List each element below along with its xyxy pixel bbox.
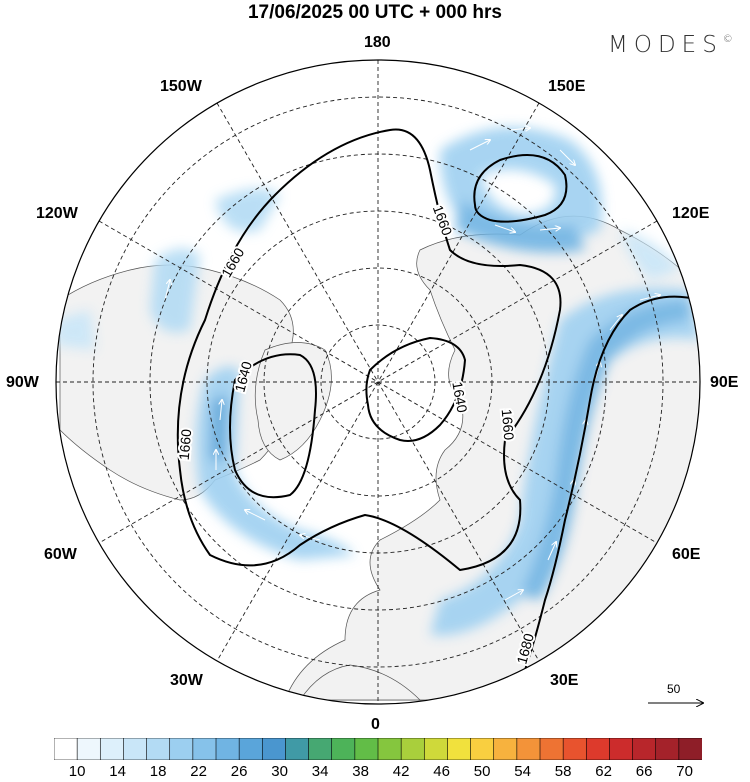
- lon-label-120w: 120W: [36, 205, 78, 222]
- colorbar-swatch: [562, 738, 587, 760]
- colorbar-swatch: [123, 738, 148, 760]
- colorbar-tick-label: 14: [109, 763, 126, 780]
- colorbar-swatch: [447, 738, 472, 760]
- colorbar-swatch: [99, 738, 125, 760]
- colorbar-tick-label: 54: [514, 763, 531, 780]
- colorbar-tick-labels: 10 14 18 22 26 30 34 38 42 46 50 54 58 62 66 70: [0, 763, 750, 781]
- contour-1660-pacific: [473, 154, 568, 223]
- colorbar-swatch: [331, 738, 356, 760]
- colorbar-swatch: [169, 738, 194, 760]
- colorbar-swatch: [516, 738, 541, 760]
- brand-name: MODES: [608, 32, 723, 58]
- colorbar-swatch: [377, 738, 402, 760]
- lon-label-30w: 30W: [170, 672, 203, 689]
- lon-label-90w: 90W: [6, 374, 39, 391]
- colorbar-swatch: [470, 738, 495, 760]
- colorbar-tick-label: 34: [311, 763, 329, 780]
- lon-label-180: 180: [364, 34, 391, 51]
- colorbar-swatch: [539, 738, 564, 760]
- lon-label-90e: 90E: [710, 374, 739, 391]
- wind-speed-shading: [56, 127, 700, 636]
- reference-vector-label: 50: [667, 682, 681, 696]
- contour-1660: [176, 128, 562, 572]
- colorbar-tick-label: 38: [352, 763, 369, 780]
- colorbar-tick-label: 62: [595, 763, 612, 780]
- colorbar-swatch: [632, 738, 657, 760]
- lon-label-60e: 60E: [672, 546, 701, 563]
- colorbar-swatch: [609, 738, 634, 760]
- map-title: 17/06/2025 00 UTC + 000 hrs: [247, 2, 503, 23]
- contour-1640-east: [365, 336, 467, 442]
- colorbar-tick-label: 50: [473, 763, 491, 780]
- colorbar-tick-label: 66: [635, 763, 653, 780]
- colorbar-swatch: [238, 738, 263, 760]
- colorbar-swatch: [146, 738, 171, 760]
- colorbar-swatch: [192, 738, 217, 760]
- contour-1680: [524, 295, 700, 671]
- lon-label-120e: 120E: [672, 205, 710, 222]
- colorbar-swatch: [261, 738, 287, 760]
- contour-1640-west: [229, 353, 317, 499]
- brand-mark: ©: [722, 34, 733, 45]
- contour-label: 1660: [499, 408, 518, 441]
- colorbar-swatch: [354, 738, 379, 760]
- colorbar-tick-label: 26: [230, 763, 248, 780]
- colorbar-swatch: [400, 738, 425, 760]
- colorbar-tick-label: 70: [676, 763, 693, 780]
- colorbar-swatch: [54, 738, 78, 760]
- colorbar-tick-label: 10: [68, 763, 86, 780]
- contour-label: 1660: [176, 428, 195, 461]
- colorbar-swatch: [76, 738, 101, 760]
- colorbar-swatch: [308, 738, 333, 760]
- colorbar-tick-label: 22: [190, 763, 207, 780]
- colorbar-swatch: [585, 738, 611, 760]
- colorbar-swatch: [215, 738, 240, 760]
- map-boundary: [55, 59, 701, 705]
- colorbar-tick-label: 46: [433, 763, 450, 780]
- colorbar-swatch: [493, 738, 518, 760]
- graticule: [56, 60, 700, 704]
- lon-label-30e: 30E: [550, 672, 579, 689]
- modes-logo: MODES©: [608, 32, 733, 58]
- height-contours: [176, 128, 700, 671]
- colorbar-swatch: [423, 738, 449, 760]
- colorbar-tick-label: 18: [149, 763, 167, 780]
- lon-label-150w: 150W: [160, 78, 202, 95]
- lon-label-150e: 150E: [548, 78, 586, 95]
- colorbar-tick-label: 42: [392, 763, 410, 780]
- lon-label-60w: 60W: [44, 546, 77, 563]
- colorbar-tick-label: 30: [271, 763, 288, 780]
- colorbar-swatch: [655, 738, 680, 760]
- colorbar-swatch: [285, 738, 310, 760]
- colorbar-tick-label: 58: [554, 763, 572, 780]
- colorbar-swatch: [678, 738, 702, 760]
- lon-label-0: 0: [371, 716, 380, 733]
- colorbar: [54, 738, 702, 760]
